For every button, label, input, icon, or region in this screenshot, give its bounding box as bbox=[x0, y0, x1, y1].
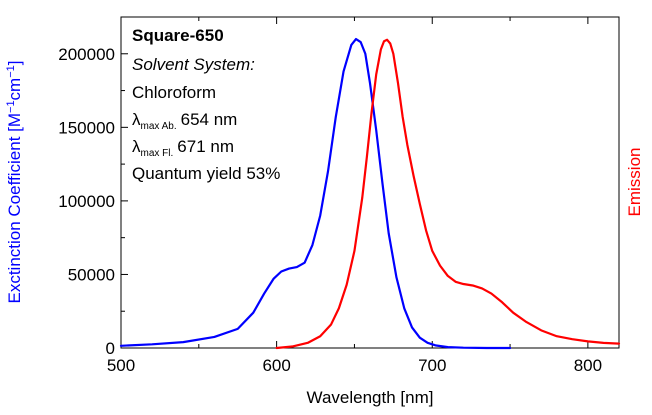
annotation-solvent: Chloroform bbox=[132, 83, 216, 102]
y-label-base: Exctinction Coefficient [M bbox=[5, 113, 24, 304]
y-tick-label: 50000 bbox=[68, 265, 115, 284]
plot-frame bbox=[120, 16, 620, 349]
fl-lambda-value: 671 nm bbox=[177, 137, 234, 156]
y-tick-label: 0 bbox=[106, 339, 115, 358]
x-axis-ticks: 500 600 700 800 bbox=[107, 17, 602, 375]
y-label-exp2: −1 bbox=[5, 65, 17, 78]
emission-series-line bbox=[275, 38, 621, 350]
y-tick-label: 100000 bbox=[58, 192, 115, 211]
y-axis-ticks: 0 50000 100000 150000 200000 bbox=[58, 16, 128, 358]
x-axis-label: Wavelength [nm] bbox=[307, 388, 434, 407]
annotation-block: Square-650 Solvent System: Chloroform λm… bbox=[132, 26, 280, 183]
y-label-exp1: −1 bbox=[5, 100, 17, 113]
fl-lambda-sub: max Fl. bbox=[141, 148, 174, 159]
x-tick-label: 800 bbox=[574, 356, 602, 375]
y-axis-label-left: Exctinction Coefficient [M−1cm−1] bbox=[5, 60, 24, 303]
x-tick-label: 500 bbox=[107, 356, 135, 375]
fl-lambda-symbol: λ bbox=[132, 137, 141, 156]
abs-lambda-value: 654 nm bbox=[181, 110, 238, 129]
y-axis-label-right: Emission bbox=[625, 148, 644, 217]
abs-lambda-symbol: λ bbox=[132, 110, 141, 129]
annotation-quantum-yield: Quantum yield 53% bbox=[132, 164, 280, 183]
absorption-series-line bbox=[119, 37, 512, 350]
abs-lambda-sub: max Ab. bbox=[141, 121, 177, 132]
series-layer bbox=[119, 37, 621, 350]
annotation-fl-max: λmax Fl. 671 nm bbox=[132, 137, 234, 159]
y-label-mid: cm bbox=[5, 78, 24, 101]
annotation-solvent-label: Solvent System: bbox=[132, 55, 255, 74]
annotation-title: Square-650 bbox=[132, 26, 224, 45]
annotation-abs-max: λmax Ab. 654 nm bbox=[132, 110, 237, 132]
y-tick-label: 150000 bbox=[58, 118, 115, 137]
x-tick-label: 600 bbox=[262, 356, 290, 375]
x-tick-label: 700 bbox=[418, 356, 446, 375]
y-label-end: ] bbox=[5, 60, 24, 65]
y-tick-label: 200000 bbox=[58, 45, 115, 64]
